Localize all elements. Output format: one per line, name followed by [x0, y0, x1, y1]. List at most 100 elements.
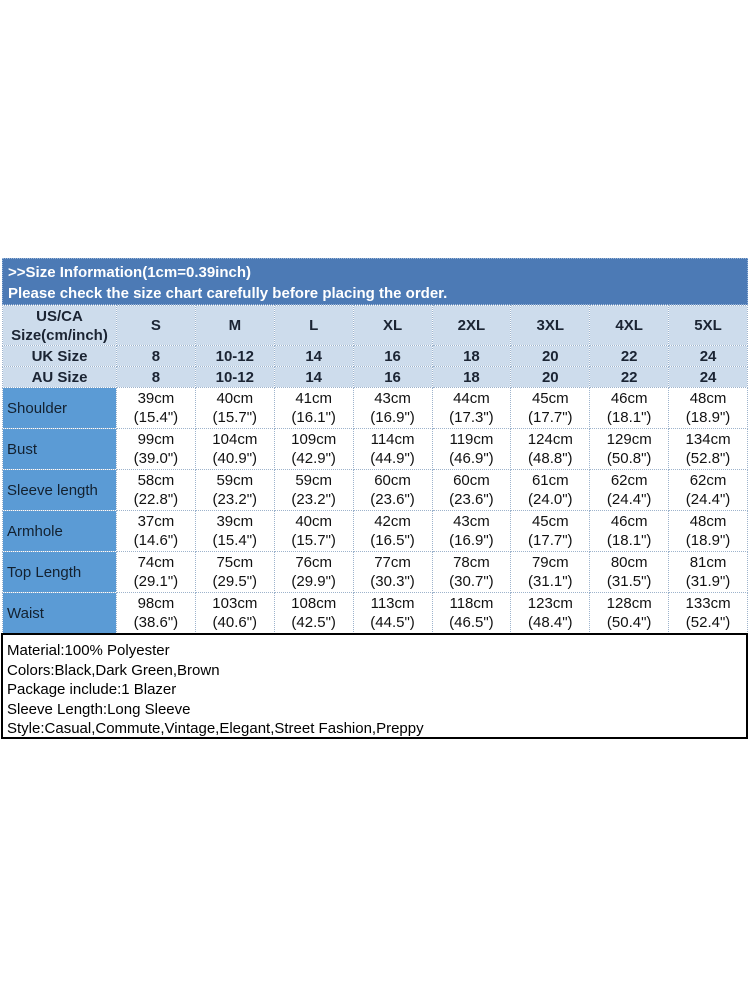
info-colors: Colors:Black,Dark Green,Brown — [7, 661, 220, 679]
measurement-cell: 129cm (50.8") — [589, 428, 670, 470]
product-info-box: Material:100% Polyester Colors:Black,Dar… — [1, 633, 748, 739]
measurement-cell: 46cm (18.1") — [589, 387, 670, 429]
corner-header-cell: US/CA Size(cm/inch) — [2, 305, 117, 346]
au-size-value: 24 — [668, 366, 748, 388]
au-size-value: 10-12 — [194, 366, 275, 388]
measurement-cell: 61cm (24.0") — [510, 469, 591, 511]
measurement-cell: 40cm (15.7") — [194, 387, 275, 429]
size-info-banner: >>Size Information(1cm=0.39inch) Please … — [2, 258, 748, 305]
info-sleeve-length: Sleeve Length:Long Sleeve — [7, 700, 191, 718]
measurement-cell: 124cm (48.8") — [510, 428, 591, 470]
measurement-cell: 113cm (44.5") — [352, 592, 433, 634]
measurement-cell: 46cm (18.1") — [589, 510, 670, 552]
measurement-cell: 39cm (15.4") — [194, 510, 275, 552]
measurement-cell: 44cm (17.3") — [431, 387, 512, 429]
banner-subtitle: Please check the size chart carefully be… — [8, 285, 448, 302]
measurement-cell: 114cm (44.9") — [352, 428, 433, 470]
uk-size-value: 24 — [668, 345, 748, 367]
measurement-cell: 75cm (29.5") — [194, 551, 275, 593]
measurement-cell: 45cm (17.7") — [510, 387, 591, 429]
measurement-cell: 119cm (46.9") — [431, 428, 512, 470]
uk-size-value: 22 — [589, 345, 670, 367]
au-size-value: 22 — [589, 366, 670, 388]
uk-size-value: 20 — [510, 345, 591, 367]
measurement-cell: 79cm (31.1") — [510, 551, 591, 593]
row-waist: Waist 98cm (38.6") 103cm (40.6") 108cm (42.… — [2, 592, 748, 634]
au-size-value: 20 — [510, 366, 591, 388]
size-header-2xl: 2XL — [431, 305, 512, 346]
uk-size-label: UK Size — [2, 345, 117, 367]
measurement-label: Armhole — [2, 510, 117, 552]
corner-header-line1: US/CA — [36, 307, 83, 325]
size-header-m: M — [194, 305, 275, 346]
measurement-cell: 98cm (38.6") — [116, 592, 196, 634]
au-size-row: AU Size 8 10-12 14 16 18 20 22 24 — [2, 366, 748, 388]
measurement-label: Waist — [2, 592, 117, 634]
measurement-cell: 59cm (23.2") — [194, 469, 275, 511]
row-shoulder: Shoulder 39cm (15.4") 40cm (15.7") 41cm (16… — [2, 387, 748, 429]
measurement-label: Top Length — [2, 551, 117, 593]
measurement-cell: 60cm (23.6") — [431, 469, 512, 511]
measurement-label: Sleeve length — [2, 469, 117, 511]
uk-size-value: 14 — [273, 345, 354, 367]
au-size-value: 8 — [116, 366, 196, 388]
measurement-cell: 133cm (52.4") — [668, 592, 748, 634]
measurement-cell: 58cm (22.8") — [116, 469, 196, 511]
uk-size-row: UK Size 8 10-12 14 16 18 20 22 24 — [2, 345, 748, 367]
au-size-value: 16 — [352, 366, 433, 388]
measurement-cell: 128cm (50.4") — [589, 592, 670, 634]
size-header-4xl: 4XL — [589, 305, 670, 346]
measurement-cell: 76cm (29.9") — [273, 551, 354, 593]
au-size-label: AU Size — [2, 366, 117, 388]
measurement-cell: 48cm (18.9") — [668, 387, 748, 429]
row-top-length: Top Length 74cm (29.1") 75cm (29.5") 76cm(… — [2, 551, 748, 593]
measurement-cell: 41cm (16.1") — [273, 387, 354, 429]
measurement-cell: 77cm (30.3") — [352, 551, 433, 593]
size-header-row: US/CA Size(cm/inch) S M L XL 2XL 3XL 4XL… — [2, 305, 748, 346]
measurement-label: Shoulder — [2, 387, 117, 429]
measurement-cell: 78cm (30.7") — [431, 551, 512, 593]
measurement-cell: 62cm (24.4") — [668, 469, 748, 511]
measurement-cell: 62cm (24.4") — [589, 469, 670, 511]
size-chart-table: US/CA Size(cm/inch) S M L XL 2XL 3XL 4XL… — [2, 305, 748, 634]
banner-title: >>Size Information(1cm=0.39inch) — [8, 264, 251, 281]
measurement-cell: 134cm (52.8") — [668, 428, 748, 470]
measurement-label: Bust — [2, 428, 117, 470]
size-header-s: S — [116, 305, 196, 346]
measurement-cell: 103cm (40.6") — [194, 592, 275, 634]
measurement-cell: 48cm (18.9") — [668, 510, 748, 552]
info-material: Material:100% Polyester — [7, 642, 170, 659]
measurement-cell: 42cm (16.5") — [352, 510, 433, 552]
measurement-cell: 123cm (48.4") — [510, 592, 591, 634]
info-style: Style:Casual,Commute,Vintage,Elegant,Str… — [7, 720, 424, 737]
size-header-5xl: 5XL — [668, 305, 748, 346]
measurement-cell: 81cm (31.9") — [668, 551, 748, 593]
row-sleeve-length: Sleeve length 58cm (22.8") 59cm (23.2") 59… — [2, 469, 748, 511]
measurement-cell: 118cm (46.5") — [431, 592, 512, 634]
measurement-cell: 108cm (42.5") — [273, 592, 354, 634]
measurement-cell: 59cm (23.2") — [273, 469, 354, 511]
measurement-cell: 43cm (16.9") — [352, 387, 433, 429]
size-header-l: L — [273, 305, 354, 346]
measurement-cell: 37cm (14.6") — [116, 510, 196, 552]
uk-size-value: 8 — [116, 345, 196, 367]
uk-size-value: 18 — [431, 345, 512, 367]
info-package: Package include:1 Blazer — [7, 681, 177, 698]
measurement-cell: 104cm (40.9") — [194, 428, 275, 470]
measurement-cell: 109cm (42.9") — [273, 428, 354, 470]
measurement-cell: 99cm (39.0") — [116, 428, 196, 470]
uk-size-value: 16 — [352, 345, 433, 367]
measurement-cell: 40cm (15.7") — [273, 510, 354, 552]
row-armhole: Armhole 37cm (14.6") 39cm (15.4") 40cm (15.… — [2, 510, 748, 552]
measurement-cell: 60cm (23.6") — [352, 469, 433, 511]
au-size-value: 14 — [273, 366, 354, 388]
measurement-cell: 80cm (31.5") — [589, 551, 670, 593]
measurement-cell: 45cm (17.7") — [510, 510, 591, 552]
measurement-cell: 74cm (29.1") — [116, 551, 196, 593]
corner-header-line2: Size(cm/inch) — [11, 326, 108, 344]
uk-size-value: 10-12 — [194, 345, 275, 367]
size-header-3xl: 3XL — [510, 305, 591, 346]
row-bust: Bust 99cm (39.0") 104cm (40.9") 109cm (42.9… — [2, 428, 748, 470]
size-header-xl: XL — [352, 305, 433, 346]
